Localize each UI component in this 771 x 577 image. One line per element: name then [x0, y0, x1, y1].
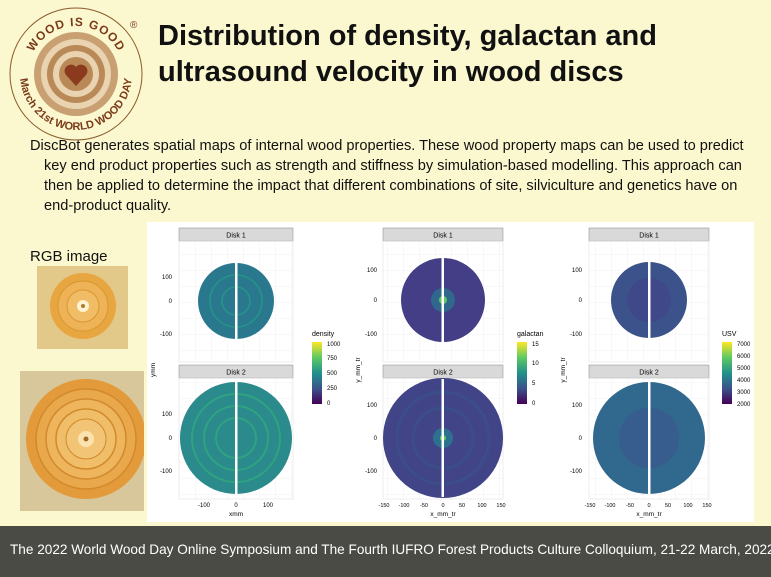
- tick-label: -100: [198, 503, 211, 509]
- tick-label: 100: [162, 412, 173, 418]
- tick-label: -100: [604, 503, 615, 509]
- galactan-panel: Disk 1 Disk 2 100 0 -100 100 0 -100 y_mm…: [355, 227, 544, 518]
- y-axis-label: y_mm_tr: [355, 357, 362, 383]
- x-axis-label: xmm: [229, 511, 243, 518]
- density-panel: Disk 1 Disk 2 100 0 -100 100 0 -100 ymm …: [150, 227, 341, 518]
- slide-title-line2: ultrasound velocity in wood discs: [158, 56, 624, 88]
- tick-label: -100: [160, 332, 173, 338]
- tick-label: 100: [477, 503, 486, 509]
- tick-label: 0: [532, 401, 536, 407]
- strip-label: Disk 1: [433, 233, 453, 240]
- tick-label: 15: [532, 342, 539, 348]
- tick-label: 6000: [737, 354, 751, 360]
- usv-panel: Disk 1 Disk 2 100 0 -100 100 0 -100 y_mm…: [560, 227, 751, 518]
- rgb-image-disk1: [37, 266, 128, 349]
- y-axis-label: ymm: [150, 363, 157, 377]
- tick-label: -100: [570, 332, 583, 338]
- slide-title-line1: Distribution of density, galactan and: [158, 20, 657, 52]
- tick-label: 100: [367, 403, 378, 409]
- tick-label: 0: [169, 299, 173, 305]
- world-wood-day-logo: WOOD IS GOOD March 21st WORLD WOOD DAY ®: [9, 7, 143, 141]
- description-line: key end product properties such as stren…: [44, 158, 742, 174]
- tick-label: 250: [327, 386, 338, 392]
- tick-label: 500: [327, 371, 338, 377]
- tick-label: -150: [378, 503, 389, 509]
- tick-label: -50: [420, 503, 428, 509]
- colorbar: [517, 342, 527, 404]
- legend-title: density: [312, 331, 335, 338]
- description-line: end-product quality.: [44, 198, 172, 214]
- tick-label: 2000: [737, 402, 751, 408]
- tick-label: 0: [579, 436, 583, 442]
- tick-label: 50: [665, 503, 671, 509]
- colorbar: [312, 342, 322, 404]
- tick-label: 0: [234, 503, 238, 509]
- tick-label: 100: [572, 403, 583, 409]
- tick-label: 150: [702, 503, 711, 509]
- svg-text:®: ®: [130, 20, 138, 31]
- rgb-image-label: RGB image: [30, 248, 108, 265]
- x-axis-label: x_mm_tr: [430, 511, 456, 518]
- tick-label: 50: [459, 503, 465, 509]
- tick-label: -100: [160, 469, 173, 475]
- x-axis-label: x_mm_tr: [636, 511, 662, 518]
- tick-label: -100: [365, 469, 378, 475]
- tick-label: 0: [374, 436, 378, 442]
- tick-label: 0: [374, 298, 378, 304]
- tick-label: 100: [162, 275, 173, 281]
- strip-label: Disk 2: [639, 370, 659, 377]
- colorbar: [722, 342, 732, 404]
- legend-title: galactan: [517, 331, 544, 338]
- tick-label: 0: [327, 401, 331, 407]
- tick-label: -100: [365, 332, 378, 338]
- tick-label: 3000: [737, 390, 751, 396]
- tick-label: -50: [626, 503, 634, 509]
- tick-label: 100: [572, 268, 583, 274]
- footer-text: The 2022 World Wood Day Online Symposium…: [10, 542, 771, 557]
- tick-label: 5000: [737, 366, 751, 372]
- legend-title: USV: [722, 331, 737, 338]
- tick-label: 4000: [737, 378, 751, 384]
- tick-label: -100: [398, 503, 409, 509]
- tick-label: 7000: [737, 342, 751, 348]
- tick-label: 100: [367, 268, 378, 274]
- tick-label: 5: [532, 381, 536, 387]
- tick-label: 100: [263, 503, 274, 509]
- y-axis-label: y_mm_tr: [560, 357, 567, 383]
- rgb-image-disk2: [20, 371, 144, 511]
- tick-label: 0: [647, 503, 650, 509]
- description-line: then be applied to determine the impact …: [44, 178, 738, 194]
- strip-label: Disk 2: [433, 370, 453, 377]
- tick-label: 150: [496, 503, 505, 509]
- tick-label: 0: [169, 436, 173, 442]
- footer-bar: The 2022 World Wood Day Online Symposium…: [0, 526, 771, 577]
- tick-label: 1000: [327, 342, 341, 348]
- heart-icon: [64, 64, 88, 86]
- slide-title: Distribution of density, galactan and ul…: [158, 18, 758, 90]
- strip-label: Disk 2: [226, 370, 246, 377]
- property-maps-figure: Disk 1 Disk 2 100 0 -100 100 0 -100 ymm …: [147, 222, 754, 522]
- tick-label: -100: [570, 469, 583, 475]
- strip-label: Disk 1: [226, 233, 246, 240]
- tick-label: 0: [579, 298, 583, 304]
- description-text: DiscBot generates spatial maps of intern…: [30, 136, 765, 216]
- tick-label: 10: [532, 361, 539, 367]
- description-line: DiscBot generates spatial maps of intern…: [30, 138, 744, 154]
- tick-label: -150: [584, 503, 595, 509]
- tick-label: 0: [441, 503, 444, 509]
- tick-label: 100: [683, 503, 692, 509]
- tick-label: 750: [327, 356, 338, 362]
- strip-label: Disk 1: [639, 233, 659, 240]
